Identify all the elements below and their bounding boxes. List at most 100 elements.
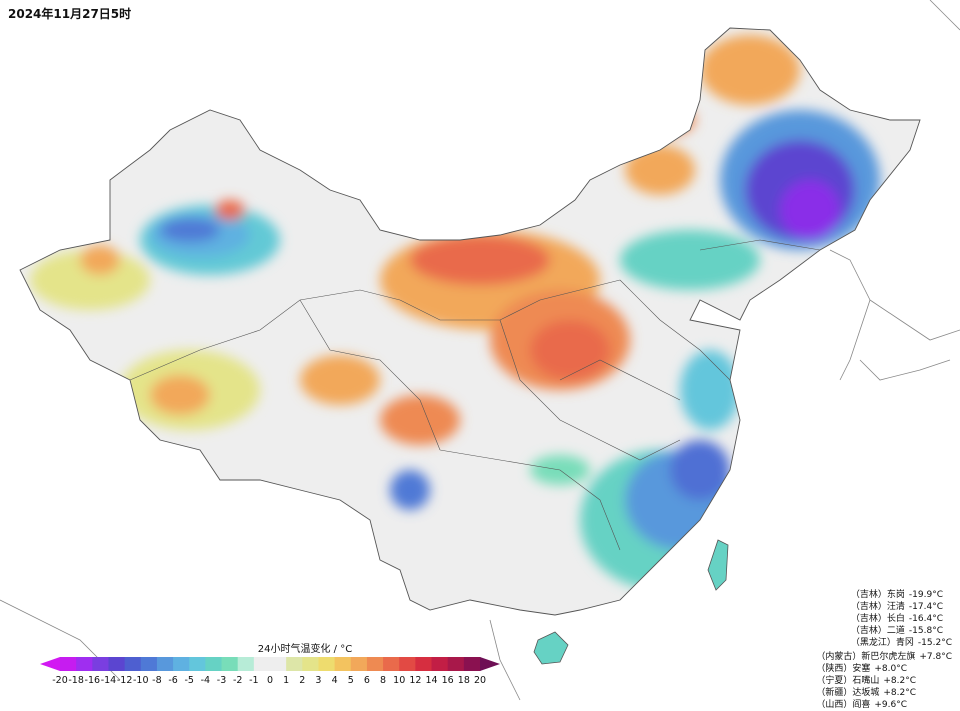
legend-ticks: -20 -18 -16 -14 -12 -10 -8 -6 -5 -4 -3 -2 -1 0 1 2 3 4 5 6 8…: [40, 675, 500, 689]
legend-swatch: [108, 657, 126, 671]
station-row: （吉林）二道 -15.8°C: [851, 625, 952, 637]
legend-tick-label: -10: [133, 675, 149, 686]
legend-tick-label: 18: [457, 675, 470, 686]
legend-max-arrow: [480, 657, 500, 671]
station-province: （陕西）: [816, 664, 853, 674]
legend-swatch: [205, 657, 223, 671]
station-name: 汪清: [886, 602, 905, 612]
station-row: （吉林）东岗 -19.9°C: [851, 589, 952, 601]
legend-swatch: [399, 657, 416, 671]
station-row: （陕西）安塞 +8.0°C: [816, 663, 952, 675]
warm-station-list: （内蒙古）新巴尔虎左旗 +7.8°C （陕西）安塞 +8.0°C （宁夏）石嘴山 +8.2…: [816, 651, 952, 711]
station-row: （新疆）达坂城 +8.2°C: [816, 687, 952, 699]
china-borders: [19, 27, 921, 616]
legend-tick-label: 4: [331, 675, 338, 686]
station-value: -15.8°C: [908, 626, 943, 636]
station-name: 新巴尔虎左旗: [861, 652, 916, 662]
station-value: -15.2°C: [917, 638, 952, 648]
station-row: （吉林）汪清 -17.4°C: [851, 601, 952, 613]
legend-tick-label: -2: [232, 675, 243, 686]
legend-tick-label: -12: [116, 675, 133, 686]
legend-swatch: [156, 657, 174, 671]
legend-swatch: [415, 657, 433, 671]
legend-tick-label: 5: [347, 675, 354, 686]
legend-tick-label: -18: [68, 675, 84, 686]
station-value: +9.6°C: [874, 700, 907, 710]
station-province: （吉林）: [850, 614, 887, 624]
legend-tick-label: 16: [441, 675, 454, 686]
color-legend-bar: [40, 657, 500, 671]
station-value: +8.2°C: [883, 688, 916, 698]
legend-swatch: [76, 657, 93, 671]
station-province: （吉林）: [850, 590, 887, 600]
station-province: （山西）: [816, 700, 853, 710]
station-row: （宁夏）石嘴山 +8.2°C: [816, 675, 952, 687]
legend-swatch: [463, 657, 481, 671]
legend-tick-label: -6: [168, 675, 178, 686]
legend-tick-label: 8: [380, 675, 387, 686]
legend-tick-label: 6: [363, 675, 370, 686]
legend-swatch: [366, 657, 384, 671]
legend-swatch: [334, 657, 352, 671]
legend-tick-label: 14: [425, 675, 438, 686]
cold-station-list: （吉林）东岗 -19.9°C （吉林）汪清 -17.4°C （吉林）长白 -16.4°C （…: [851, 589, 952, 649]
station-name: 石嘴山: [852, 676, 880, 686]
legend-swatch: [447, 657, 465, 671]
station-value: +7.8°C: [919, 652, 952, 662]
legend-min-arrow: [40, 657, 60, 671]
station-name: 安塞: [852, 664, 871, 674]
station-row: （吉林）长白 -16.4°C: [851, 613, 952, 625]
legend-swatch: [383, 657, 400, 671]
legend-tick-label: -14: [100, 675, 117, 686]
taiwan-island: [707, 539, 729, 591]
legend-swatch: [92, 657, 109, 671]
legend-swatch: [270, 657, 287, 671]
station-name: 阎喜: [852, 700, 871, 710]
station-name: 青冈: [895, 638, 914, 648]
legend-swatch: [350, 657, 368, 671]
station-name: 达坂城: [852, 688, 880, 698]
legend-tick-label: 3: [315, 675, 322, 686]
legend-swatch: [302, 657, 319, 671]
legend-tick-label: -16: [84, 675, 101, 686]
legend-tick-label: -5: [184, 675, 194, 686]
legend-swatch: [431, 657, 449, 671]
legend-swatch: [189, 657, 206, 671]
station-province: （宁夏）: [816, 676, 853, 686]
legend-tick-label: 2: [299, 675, 306, 686]
legend-tick-label: 0: [266, 675, 274, 686]
station-row: （山西）阎喜 +9.6°C: [816, 699, 952, 711]
legend-tick-label: -3: [216, 675, 227, 686]
legend-tick-label: 10: [393, 675, 406, 686]
legend-tick-label: -4: [200, 675, 211, 686]
station-province: （吉林）: [850, 626, 887, 636]
legend-swatch: [60, 657, 77, 671]
legend-tick-label: 20: [473, 675, 487, 686]
station-name: 东岗: [886, 590, 905, 600]
station-value: -16.4°C: [908, 614, 943, 624]
legend-swatch: [286, 657, 303, 671]
legend-tick-label: -8: [152, 675, 162, 686]
station-value: -19.9°C: [908, 590, 943, 600]
legend-swatch: [173, 657, 190, 671]
station-province: （新疆）: [816, 688, 853, 698]
station-province: （内蒙古）: [816, 652, 862, 662]
station-row: （内蒙古）新巴尔虎左旗 +7.8°C: [816, 651, 952, 663]
legend-tick-label: -20: [52, 675, 68, 686]
legend-tick-label: 1: [283, 675, 290, 686]
legend-swatch: [318, 657, 336, 671]
hainan-island: [533, 631, 569, 665]
station-province: （黑龙江）: [850, 638, 896, 648]
legend-swatch: [221, 657, 239, 671]
legend-tick-label: 12: [409, 675, 422, 686]
legend-title: 24小时气温变化 / °C: [257, 644, 353, 655]
station-value: -17.4°C: [908, 602, 943, 612]
station-row: （黑龙江）青冈 -15.2°C: [851, 637, 952, 649]
legend-swatch: [237, 657, 255, 671]
station-province: （吉林）: [850, 602, 887, 612]
map-title: 2024年11月27日5时: [8, 7, 132, 21]
station-name: 二道: [886, 626, 905, 636]
legend-swatch: [253, 657, 271, 671]
